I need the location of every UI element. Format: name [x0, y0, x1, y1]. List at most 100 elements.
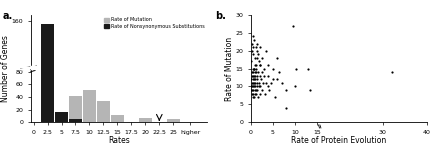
Point	[269, 67, 276, 70]
Point	[254, 53, 261, 55]
Point	[253, 74, 260, 77]
Point	[248, 89, 255, 91]
Bar	[55, 115, 68, 122]
Point	[255, 60, 262, 63]
Bar	[97, 101, 110, 122]
Point	[265, 64, 272, 66]
Point	[271, 96, 279, 98]
Point	[254, 89, 261, 91]
Point	[251, 78, 258, 80]
Point	[260, 74, 268, 77]
Point	[249, 35, 256, 38]
Point	[260, 82, 267, 84]
Point	[249, 82, 256, 84]
Point	[274, 57, 281, 59]
Point	[253, 67, 260, 70]
Text: a.: a.	[3, 11, 13, 21]
Point	[249, 78, 256, 80]
Point	[250, 71, 257, 73]
Point	[249, 89, 257, 91]
Bar	[111, 115, 124, 122]
Point	[249, 67, 257, 70]
Point	[250, 67, 257, 70]
X-axis label: Rates: Rates	[108, 136, 130, 145]
Point	[253, 57, 260, 59]
Point	[248, 82, 255, 84]
Point	[257, 74, 264, 77]
Point	[266, 89, 273, 91]
Point	[252, 46, 259, 48]
Point	[260, 67, 268, 70]
Point	[250, 85, 257, 88]
Point	[256, 92, 263, 95]
Point	[253, 82, 260, 84]
Point	[252, 89, 259, 91]
Point	[256, 64, 263, 66]
Bar	[55, 112, 68, 122]
Point	[252, 89, 259, 91]
Point	[256, 64, 263, 66]
Point	[251, 57, 258, 59]
Point	[253, 85, 260, 88]
Point	[252, 74, 259, 77]
Point	[253, 92, 260, 95]
Point	[259, 71, 266, 73]
Point	[248, 60, 255, 63]
Point	[248, 78, 255, 80]
Point	[282, 89, 290, 91]
Point	[269, 78, 276, 80]
Point	[257, 78, 264, 80]
Point	[258, 89, 265, 91]
Point	[247, 85, 254, 88]
Bar	[69, 96, 82, 122]
Bar	[41, 118, 54, 122]
Point	[252, 71, 259, 73]
Point	[250, 82, 257, 84]
Point	[304, 67, 312, 70]
Point	[251, 64, 258, 66]
Point	[251, 92, 258, 95]
Point	[258, 57, 265, 59]
Point	[252, 85, 259, 88]
Point	[252, 82, 259, 84]
Point	[292, 67, 299, 70]
Bar	[167, 119, 180, 122]
Point	[291, 85, 298, 88]
Point	[257, 85, 264, 88]
Point	[388, 71, 395, 73]
Point	[289, 24, 296, 27]
Point	[254, 96, 261, 98]
Point	[282, 107, 290, 109]
Point	[278, 82, 285, 84]
Point	[248, 74, 255, 77]
Y-axis label: Rate of Mutation: Rate of Mutation	[225, 37, 234, 101]
Point	[264, 85, 271, 88]
Y-axis label: Number of Genes: Number of Genes	[1, 35, 10, 102]
Point	[255, 71, 262, 73]
Point	[250, 92, 257, 95]
Point	[249, 85, 256, 88]
Point	[274, 78, 281, 80]
Bar	[41, 24, 54, 122]
Point	[250, 67, 257, 70]
Point	[263, 82, 270, 84]
Bar	[69, 119, 82, 122]
Point	[255, 82, 262, 84]
Point	[250, 46, 257, 48]
Point	[261, 92, 268, 95]
Point	[267, 82, 274, 84]
Point	[254, 78, 261, 80]
Point	[257, 46, 264, 48]
Point	[251, 78, 258, 80]
Point	[249, 42, 256, 45]
Point	[250, 96, 257, 98]
Point	[249, 53, 257, 55]
Legend: Rate of Mutation, Rate of Nonsynonymous Substitutions: Rate of Mutation, Rate of Nonsynonymous …	[104, 17, 204, 29]
Point	[251, 74, 258, 77]
Point	[253, 64, 260, 66]
Point	[249, 71, 256, 73]
Bar	[139, 118, 152, 122]
Point	[248, 49, 255, 52]
Point	[249, 96, 256, 98]
Point	[248, 92, 255, 95]
